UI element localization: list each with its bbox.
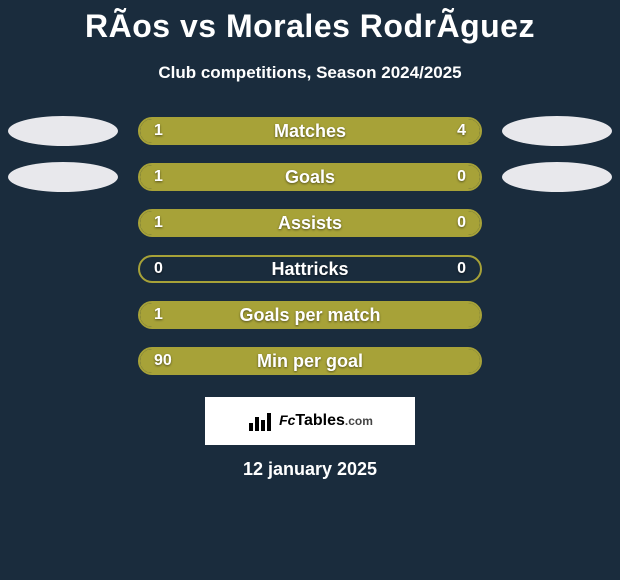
stat-value-left: 0 (154, 257, 163, 281)
stat-value-left: 1 (154, 119, 163, 143)
stat-row: 0 0Hattricks (0, 255, 620, 283)
stat-bar: 14Matches (138, 117, 482, 145)
bar-fill-right (405, 165, 480, 189)
stat-bar: 90Min per goal (138, 347, 482, 375)
stat-rows: 14Matches10Goals10Assists00Hattricks1Goa… (0, 117, 620, 375)
bars-icon (247, 411, 273, 431)
bar-fill-left (140, 165, 405, 189)
source-badge: FcTables.com (205, 397, 415, 445)
comparison-widget: RÃ­os vs Morales RodrÃ­guez Club competi… (0, 0, 620, 580)
stat-value-left: 1 (154, 165, 163, 189)
bar-fill-left (140, 119, 208, 143)
bar-fill-left (140, 211, 405, 235)
stat-value-right: 0 (457, 211, 466, 235)
stat-value-right: 0 (457, 257, 466, 281)
player-oval-left (8, 162, 118, 192)
bar-fill-right (405, 211, 480, 235)
stat-bar: 10Assists (138, 209, 482, 237)
stat-value-left: 1 (154, 303, 163, 327)
player-oval-right (502, 116, 612, 146)
badge-main: Tables (295, 412, 345, 429)
stat-value-right: 0 (457, 165, 466, 189)
badge-suffix: .com (345, 414, 373, 428)
stat-value-left: 90 (154, 349, 172, 373)
footer-date: 12 january 2025 (0, 459, 620, 480)
stat-row: 10Assists (0, 209, 620, 237)
stat-row: 14Matches (0, 117, 620, 145)
stat-bar: 0 0Hattricks (138, 255, 482, 283)
stat-row: 90Min per goal (0, 347, 620, 375)
stat-value-left: 1 (154, 211, 163, 235)
player-oval-right (502, 162, 612, 192)
stat-row: 10Goals (0, 163, 620, 191)
stat-row: 1Goals per match (0, 301, 620, 329)
bar-fill-left (140, 349, 480, 373)
stat-bar: 1Goals per match (138, 301, 482, 329)
bar-fill-right (208, 119, 480, 143)
page-subtitle: Club competitions, Season 2024/2025 (0, 63, 620, 83)
stat-bar: 10Goals (138, 163, 482, 191)
badge-prefix: Fc (279, 412, 295, 428)
stat-label: Hattricks (140, 257, 480, 281)
player-oval-left (8, 116, 118, 146)
stat-value-right: 4 (457, 119, 466, 143)
page-title: RÃ­os vs Morales RodrÃ­guez (0, 8, 620, 45)
bar-fill-left (140, 303, 480, 327)
